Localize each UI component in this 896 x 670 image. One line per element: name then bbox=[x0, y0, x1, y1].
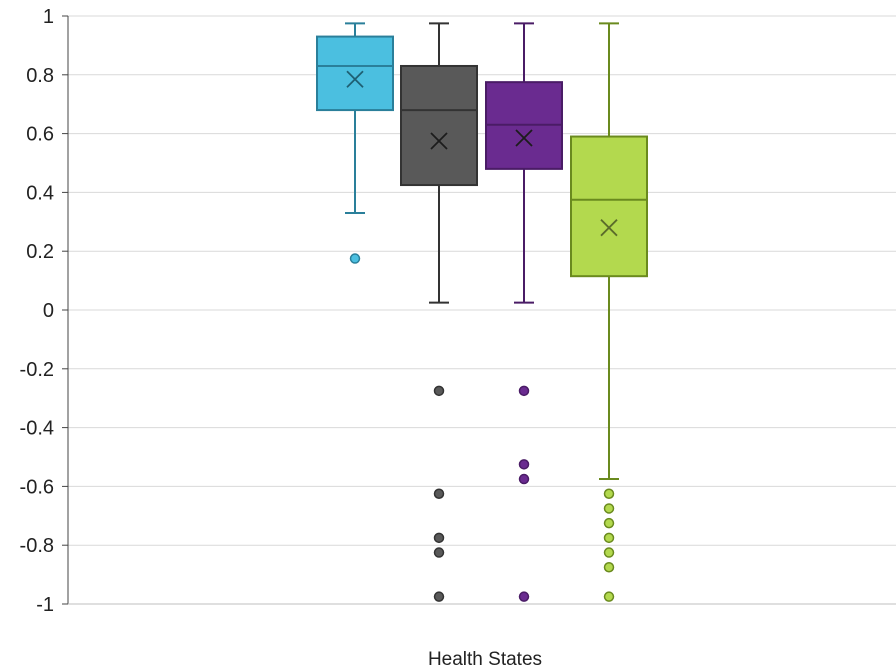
outlier-point bbox=[518, 591, 530, 602]
box-group bbox=[570, 22, 648, 602]
outlier-point bbox=[518, 473, 530, 485]
y-tick-label: -0.2 bbox=[20, 359, 54, 381]
outlier-point bbox=[433, 591, 445, 602]
mean-marker bbox=[515, 129, 533, 147]
outlier-point bbox=[603, 517, 615, 529]
grid-lines bbox=[68, 15, 896, 605]
outlier-point bbox=[433, 488, 445, 499]
outlier-point bbox=[433, 385, 445, 397]
box-series bbox=[316, 22, 648, 602]
y-tick-label: -0.6 bbox=[20, 476, 54, 498]
y-tick-label: 1 bbox=[43, 6, 54, 28]
x-axis-label: Health States bbox=[428, 649, 542, 670]
y-tick-label: 0 bbox=[43, 300, 54, 322]
box-iqr bbox=[400, 64, 478, 187]
outlier-point bbox=[518, 385, 530, 397]
outlier-point bbox=[433, 532, 445, 544]
outlier-point bbox=[603, 532, 615, 544]
y-tick-label: -0.8 bbox=[20, 535, 54, 557]
outlier-point bbox=[603, 488, 615, 499]
y-tick-label: 0.2 bbox=[26, 241, 54, 263]
box-group bbox=[316, 22, 394, 264]
y-axis: 1 0.8 0.6 0.4 0.2 0 -0.2 -0.4 -0.6 -0.8 -1 bbox=[20, 6, 896, 616]
y-tick-label: 0.8 bbox=[26, 65, 54, 87]
y-tick-label: 0.4 bbox=[26, 182, 54, 204]
mean-marker bbox=[430, 132, 448, 150]
mean-marker bbox=[346, 70, 364, 88]
outlier-point bbox=[349, 253, 361, 264]
y-tick-label: -0.4 bbox=[20, 418, 54, 440]
y-tick-label: -1 bbox=[36, 594, 54, 616]
outlier-point bbox=[603, 591, 615, 602]
mean-marker bbox=[600, 219, 618, 237]
box-group bbox=[400, 22, 478, 602]
y-tick-label: 0.6 bbox=[26, 124, 54, 146]
box-group bbox=[485, 22, 563, 602]
outlier-point bbox=[603, 547, 615, 558]
outlier-point bbox=[603, 503, 615, 514]
box-iqr bbox=[316, 35, 394, 112]
outlier-point bbox=[603, 562, 615, 573]
box-iqr bbox=[570, 135, 648, 278]
outlier-point bbox=[518, 459, 530, 470]
outlier-point bbox=[433, 547, 445, 558]
